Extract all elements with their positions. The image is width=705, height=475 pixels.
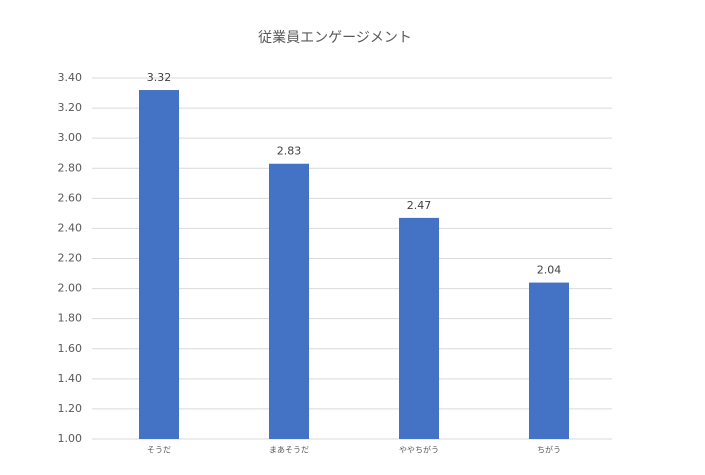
x-tick-label: まあそうだ: [269, 446, 309, 455]
value-label: 2.04: [537, 264, 562, 277]
y-tick-label: 3.20: [58, 101, 83, 114]
y-tick-label: 2.60: [58, 191, 83, 204]
y-tick-label: 2.40: [58, 221, 83, 234]
value-label: 3.32: [147, 71, 172, 84]
y-tick-label: 2.00: [58, 282, 83, 295]
x-tick-label: ちがう: [537, 445, 561, 455]
y-tick-label: 3.00: [58, 131, 83, 144]
bar: [529, 282, 569, 439]
bar: [139, 90, 179, 440]
chart-title: 従業員エンゲージメント: [258, 30, 412, 46]
x-tick-label: ややちがう: [399, 445, 439, 455]
y-tick-label: 1.40: [58, 372, 83, 385]
bar: [269, 163, 309, 440]
bar: [399, 217, 439, 439]
y-tick-label: 1.60: [58, 342, 83, 355]
value-label: 2.47: [407, 199, 432, 212]
y-tick-label: 1.20: [58, 402, 83, 415]
x-tick-label: そうだ: [147, 446, 171, 455]
y-tick-label: 2.20: [58, 252, 83, 265]
y-tick-label: 1.80: [58, 312, 83, 325]
y-tick-label: 3.40: [58, 71, 83, 84]
y-tick-label: 2.80: [58, 161, 83, 174]
value-label: 2.83: [277, 145, 302, 158]
y-tick-label: 1.00: [58, 432, 83, 445]
